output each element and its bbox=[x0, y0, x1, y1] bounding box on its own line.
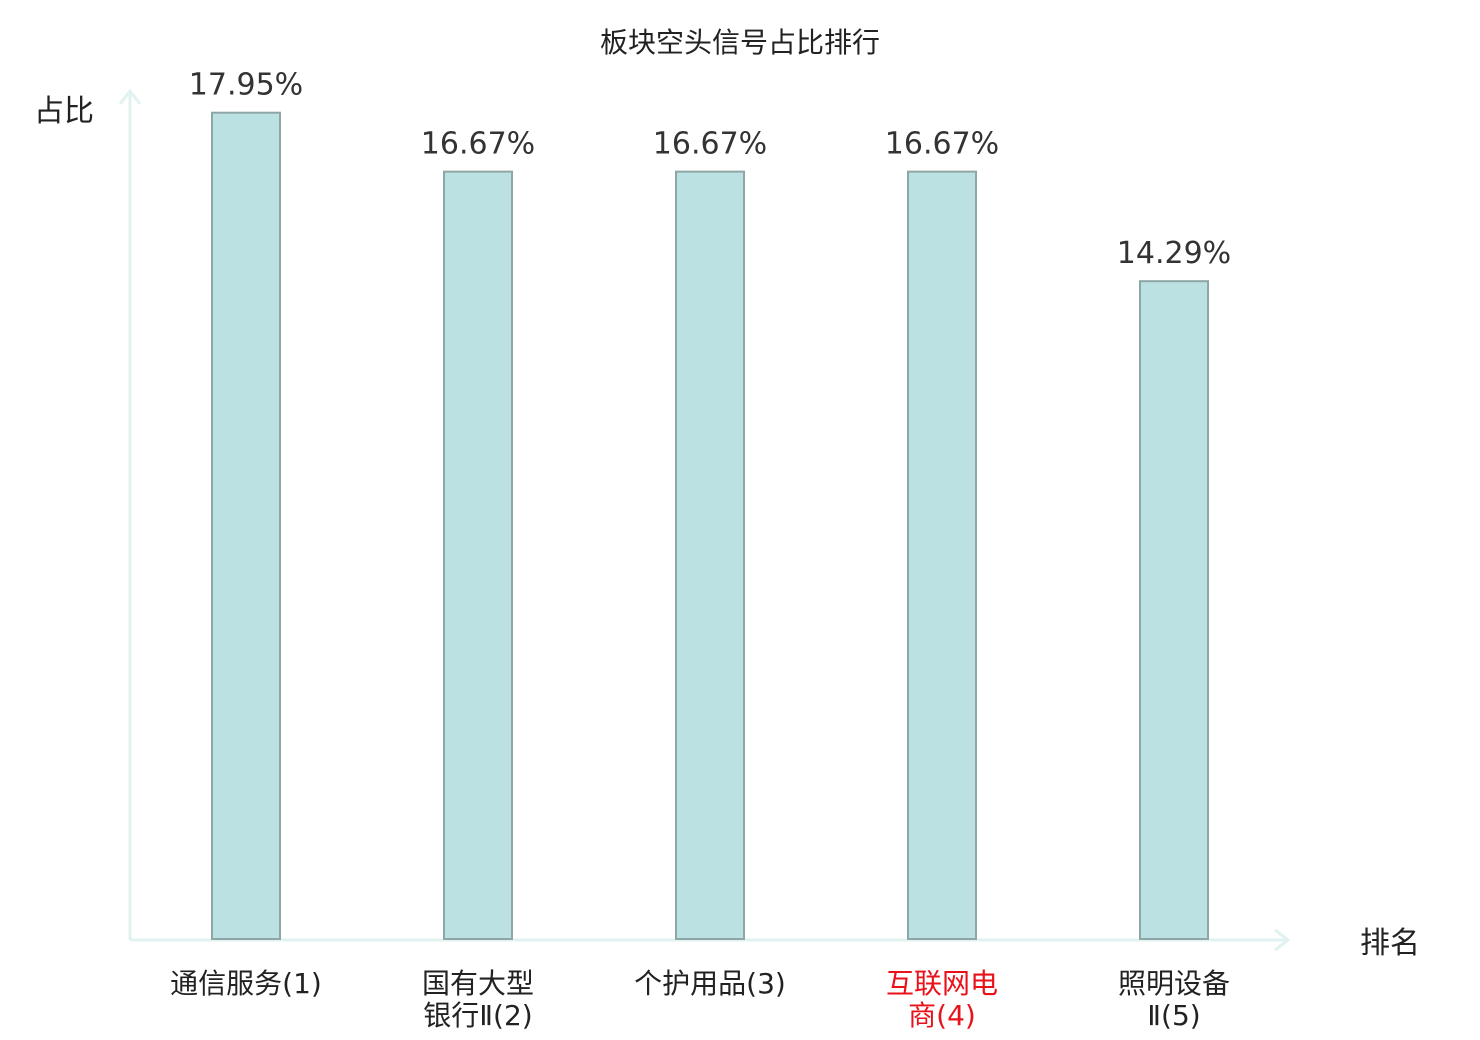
bar bbox=[1139, 280, 1209, 940]
bar bbox=[443, 170, 513, 940]
category-label-line: 银行Ⅱ(2) bbox=[423, 999, 532, 1032]
value-label: 16.67% bbox=[421, 127, 535, 162]
category-label-line: 商(4) bbox=[908, 999, 976, 1032]
value-label: 16.67% bbox=[885, 127, 999, 162]
y-axis-arrowhead bbox=[118, 88, 142, 105]
category-label-line: 互联网电 bbox=[886, 967, 998, 1000]
category-label-line: 国有大型 bbox=[422, 967, 534, 1000]
bars bbox=[211, 111, 1209, 941]
bar bbox=[211, 111, 281, 941]
x-axis-label: 排名 bbox=[1360, 926, 1420, 961]
y-axis-label: 占比 bbox=[34, 94, 94, 129]
category-label: 国有大型银行Ⅱ(2) bbox=[422, 967, 534, 1032]
x-axis-arrowhead bbox=[1274, 928, 1291, 952]
category-label-line: 照明设备 bbox=[1118, 967, 1230, 1000]
bar bbox=[907, 170, 977, 940]
category-label: 个护用品(3) bbox=[634, 967, 786, 1000]
bar bbox=[675, 170, 745, 940]
category-label: 互联网电商(4) bbox=[886, 967, 998, 1032]
category-label-line: 通信服务(1) bbox=[170, 967, 322, 1000]
value-labels: 17.95% 16.67% 16.67% 16.67% 14.29% bbox=[189, 68, 1231, 271]
value-label: 14.29% bbox=[1117, 236, 1231, 271]
category-label: 照明设备 Ⅱ(5) bbox=[1118, 967, 1230, 1032]
value-label: 16.67% bbox=[653, 127, 767, 162]
category-label: 通信服务(1) bbox=[170, 967, 322, 1000]
value-label: 17.95% bbox=[189, 68, 303, 103]
category-label-line: Ⅱ(5) bbox=[1147, 999, 1200, 1032]
category-labels: 通信服务(1) 国有大型银行Ⅱ(2) 个护用品(3) 互联网电商(4) 照明设备 Ⅱ(5) bbox=[170, 967, 1230, 1032]
category-label-line: 个护用品(3) bbox=[634, 967, 786, 1000]
chart-title: 板块空头信号占比排行 bbox=[600, 26, 880, 59]
